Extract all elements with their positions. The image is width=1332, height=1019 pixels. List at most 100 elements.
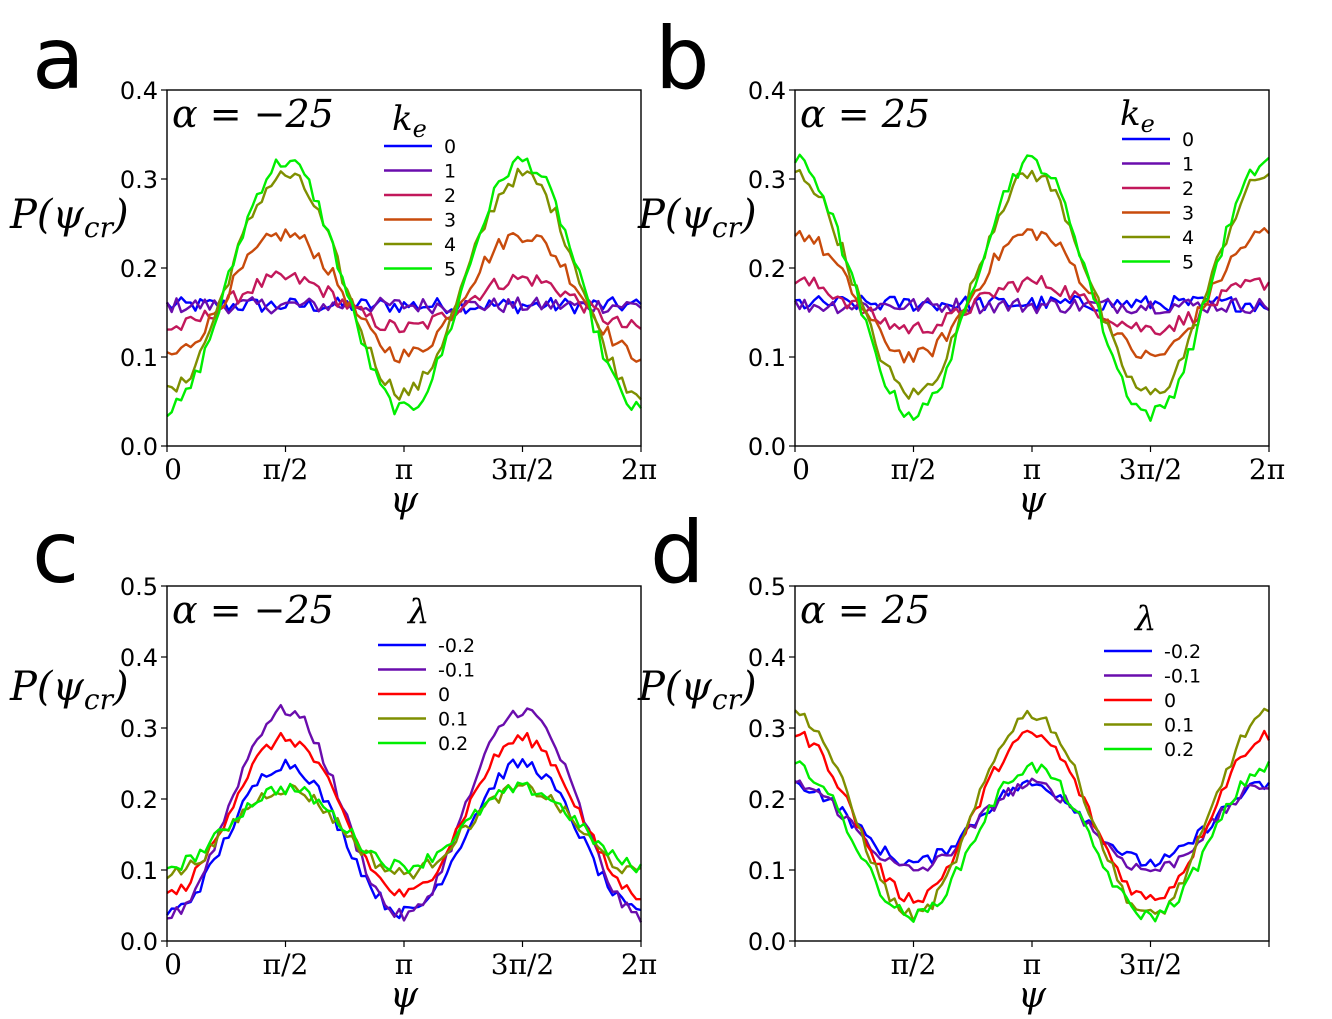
xtick-label-b-0: 0 [792,453,810,486]
legend-label-a-2: 2 [444,185,456,207]
panel-d: d0.00.10.20.30.40.5π/2 π 3π/2ψP(ψcr)α = 25… [637,503,1271,1016]
ytick-label-d-1: 0.1 [748,857,786,885]
series-line-c-1 [166,704,643,923]
ytick-label-c-0: 0.0 [120,928,158,956]
legend-label-a-1: 1 [444,161,456,183]
xtick-label-b-4: 2π [1249,453,1285,486]
ytick-label-d-4: 0.4 [748,644,786,672]
legend-label-c-4: 0.2 [438,733,468,755]
series-line-d-2 [794,729,1271,904]
legend-label-d-2: 0 [1164,690,1176,712]
panel-label-c: c [32,503,79,603]
panel-a: a 0.0 0.1 0.2 0.3 0.4 0 π/2 π 3π/2 2π ψ P(ψcr) α = −2… [9,9,657,521]
xtick-label-d-2: π [1023,948,1041,981]
legend-title-c: λ [406,592,430,632]
legend-label-c-3: 0.1 [438,709,468,731]
ylabel-d: P(ψcr) [637,664,757,716]
panel-label-a: a [32,9,85,109]
ytick-label-a-2: 0.2 [120,255,158,283]
xtick-label-b-3: 3π/2 [1119,453,1182,486]
panel-label-d: d [650,503,705,603]
ytick-label-d-5: 0.5 [748,573,786,601]
series-line-a-5 [166,155,642,418]
legend-label-d-0: -0.2 [1164,641,1201,663]
ytick-label-b-2: 0.2 [748,255,786,283]
series-line-c-4 [166,781,643,874]
xtick-label-a-1: π/2 [263,453,309,486]
xtick-label-d-3: 3π/2 [1119,948,1182,981]
legend-label-a-3: 3 [444,210,456,232]
xtick-label-c-1: π/2 [263,948,309,981]
ylabel-a: P(ψcr) [9,192,129,244]
series-line-a-2 [166,270,642,334]
legend-label-a-5: 5 [444,259,456,281]
legend-label-b-0: 0 [1182,129,1194,151]
xtick-label-a-3: 3π/2 [491,453,554,486]
xtick-label-b-1: π/2 [891,453,937,486]
ytick-label-a-3: 0.3 [120,166,158,194]
xlabel-a: ψ [390,480,419,521]
series-line-d-4 [794,760,1271,923]
xtick-label-c-2: π [395,948,413,981]
axes-frame-b [794,89,1270,447]
xtick-label-c-4: 2π [621,948,657,981]
xtick-label-a-0: 0 [164,453,182,486]
ytick-label-b-1: 0.1 [748,344,786,372]
series-line-d-3 [794,707,1270,923]
panel-b: b 0.0 0.1 0.2 0.3 0.4 0 π/2 π 3π/2 2π ψ P(ψcr) α = 25… [637,9,1285,521]
series-line-b-1 [793,297,1270,315]
xtick-label-c-0: 0 [164,948,182,981]
legend-title-b: ke [1120,94,1155,138]
xtick-label-a-2: π [395,453,413,486]
ylabel-b: P(ψcr) [637,192,757,244]
legend-title-a: ke [392,99,427,143]
alpha-annotation-b: α = 25 [800,92,930,136]
legend-label-b-4: 4 [1182,227,1194,249]
legend-label-b-1: 1 [1182,154,1194,176]
alpha-annotation-a: α = −25 [172,92,334,136]
ytick-label-d-2: 0.2 [748,786,786,814]
legend-label-a-4: 4 [444,234,456,256]
legend-title-d: λ [1133,599,1157,639]
series-line-a-1 [165,296,642,315]
ytick-label-a-4: 0.4 [120,77,158,105]
series-line-b-3 [794,227,1270,364]
series-line-a-3 [166,228,642,364]
ytick-label-c-3: 0.3 [120,715,158,743]
series-line-b-2 [794,274,1271,336]
xtick-label-d-1: π/2 [891,948,937,981]
series-line-a-0 [166,296,642,315]
legend-label-b-3: 3 [1182,203,1194,225]
series-line-c-2 [166,731,641,901]
axes-frame-c [166,585,642,942]
ytick-label-b-0: 0.0 [748,433,786,461]
legend-label-b-5: 5 [1182,252,1194,274]
xlabel-d: ψ [1018,975,1047,1016]
legend-label-d-3: 0.1 [1164,715,1194,737]
xtick-label-a-4: 2π [621,453,657,486]
series-line-b-5 [793,153,1270,422]
legend-label-d-1: -0.1 [1164,666,1201,688]
xlabel-c: ψ [390,975,419,1016]
ytick-label-c-2: 0.2 [120,786,158,814]
legend-label-a-0: 0 [444,136,456,158]
ytick-label-a-0: 0.0 [120,433,158,461]
ytick-label-b-3: 0.3 [748,166,786,194]
legend-label-b-2: 2 [1182,178,1194,200]
legend-label-c-0: -0.2 [438,635,475,657]
legend-label-c-2: 0 [438,684,450,706]
xtick-label-b-2: π [1023,453,1041,486]
alpha-annotation-d: α = 25 [800,588,930,632]
series-line-c-0 [166,758,642,920]
alpha-annotation-c: α = −25 [172,588,334,632]
ytick-label-b-4: 0.4 [748,77,786,105]
series-line-d-1 [794,777,1270,873]
ytick-label-c-5: 0.5 [120,573,158,601]
xlabel-b: ψ [1018,480,1047,521]
xtick-label-c-3: 3π/2 [491,948,554,981]
series-line-b-4 [794,168,1270,400]
ytick-label-c-1: 0.1 [120,857,158,885]
ytick-label-d-0: 0.0 [748,928,786,956]
